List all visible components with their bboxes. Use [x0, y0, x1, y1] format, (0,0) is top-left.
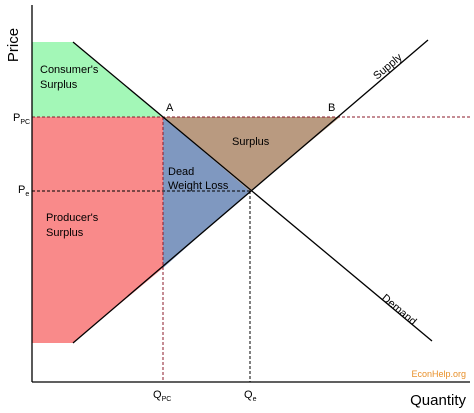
q-e-sub: e: [253, 396, 257, 403]
demand-label: Demand: [379, 292, 419, 328]
p-e-label: Pe: [18, 184, 29, 198]
q-e-label: Qe: [244, 389, 257, 403]
dead-weight-loss-label: Dead: [168, 166, 194, 178]
surplus-label: Surplus: [232, 136, 270, 148]
p-pc-label: PPC: [13, 112, 30, 126]
surplus-area: [163, 117, 340, 191]
point-label: A: [166, 102, 174, 114]
producer-surplus-area: [32, 117, 163, 343]
consumer-surplus-label: Consumer's: [40, 64, 99, 76]
demand-curve: [72, 41, 433, 342]
producer-surplus-label: Surplus: [46, 227, 84, 239]
p-pc-main: P: [13, 112, 20, 124]
point-label: B: [328, 102, 335, 114]
q-e-main: Q: [244, 389, 253, 401]
q-pc-sub: PC: [162, 396, 172, 403]
x-axis-title: Quantity: [410, 392, 466, 409]
p-e-sub: e: [25, 191, 29, 198]
dead-weight-loss-area: [163, 117, 250, 268]
p-pc-sub: PC: [20, 119, 30, 126]
watermark: EconHelp.org: [411, 369, 466, 379]
producer-surplus-label: Producer's: [46, 212, 99, 224]
p-e-main: P: [18, 184, 25, 196]
consumer-surplus-label: Surplus: [40, 79, 78, 91]
consumer-surplus-area: [32, 42, 163, 117]
supply-curve: [72, 39, 429, 344]
y-axis-title: Price: [5, 28, 22, 62]
supply-label: Supply: [371, 51, 405, 82]
q-pc-main: Q: [153, 389, 162, 401]
q-pc-label: QPC: [153, 389, 171, 403]
dead-weight-loss-label: Weight Loss: [168, 180, 229, 192]
